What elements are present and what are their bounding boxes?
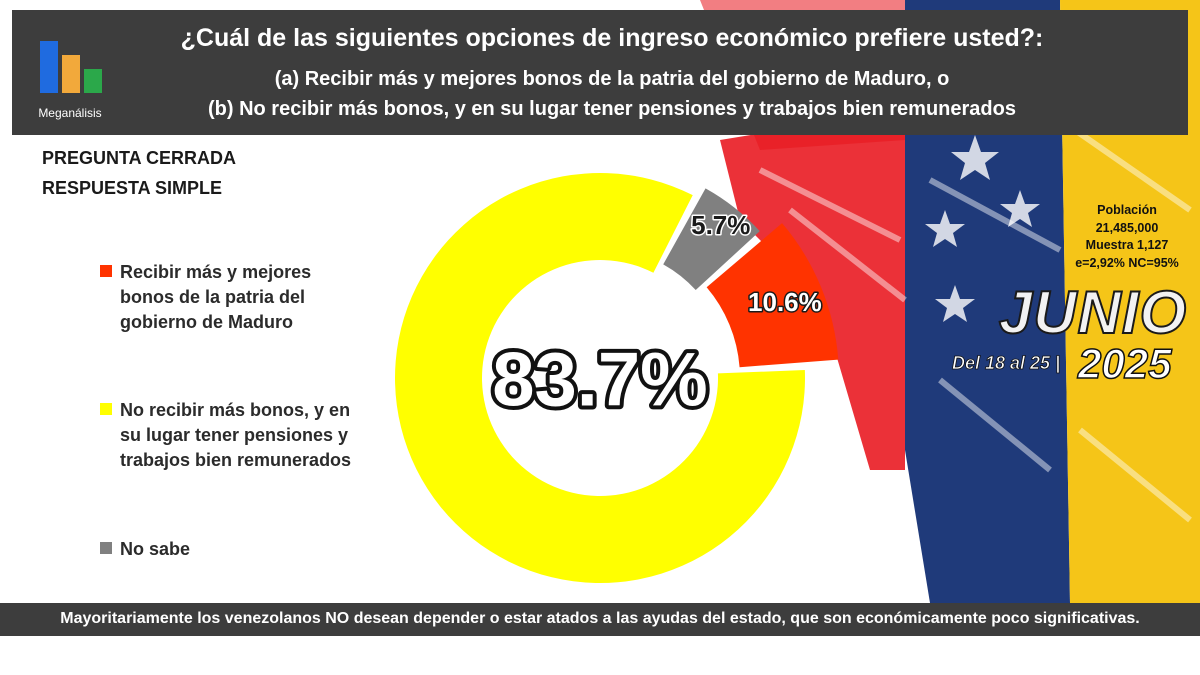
legend-swatch-gray: [100, 542, 112, 554]
header-banner: Meganálisis ¿Cuál de las siguientes opci…: [12, 10, 1188, 135]
population-value: 21,485,000: [1095, 220, 1159, 235]
slice-no-sabe: [663, 188, 760, 291]
legend-swatch-red: [100, 265, 112, 277]
question-type-closed: PREGUNTA CERRADA: [42, 148, 237, 168]
bar-chart-icon: [40, 33, 102, 93]
period-range: Del 18 al 25 |: [952, 353, 1061, 374]
period-year: 2025: [1077, 339, 1172, 388]
legend-label-no-sabe: No sabe: [120, 539, 191, 559]
meganalisis-logo: Meganálisis: [28, 28, 112, 123]
legend-item-pensiones: No recibir más bonos, y en su lugar tene…: [100, 398, 360, 473]
label-no-sabe: 5.7%: [691, 210, 750, 240]
slice-pensiones: [395, 172, 805, 583]
legend-swatch-yellow: [100, 403, 112, 415]
logo-text: Meganálisis: [38, 106, 102, 120]
population-label: Población: [1097, 203, 1157, 217]
legend-item-no-sabe: No sabe: [100, 537, 360, 562]
footer-banner: Mayoritariamente los venezolanos NO dese…: [0, 603, 1200, 636]
legend-item-bonos: Recibir más y mejores bonos de la patria…: [100, 260, 360, 335]
sample-size: Muestra 1,127: [1085, 238, 1169, 252]
option-b-text: (b) No recibir más bonos, y en su lugar …: [208, 98, 1016, 120]
label-pensiones: 83.7%: [492, 337, 708, 422]
option-a-text: (a) Recibir más y mejores bonos de la pa…: [274, 68, 950, 90]
question-type-simple: RESPUESTA SIMPLE: [42, 178, 223, 198]
legend-label-bonos: Recibir más y mejores bonos de la patria…: [120, 262, 312, 332]
period-month: JUNIO: [998, 278, 1188, 347]
legend-label-pensiones: No recibir más bonos, y en su lugar tene…: [120, 400, 352, 470]
slice-bonos: [706, 223, 839, 368]
footer-conclusion: Mayoritariamente los venezolanos NO dese…: [60, 610, 1140, 627]
question-title: ¿Cuál de las siguientes opciones de ingr…: [180, 24, 1044, 52]
survey-info: Población 21,485,000 Muestra 1,127 e=2,9…: [1058, 202, 1196, 272]
error-confidence: e=2,92% NC=95%: [1075, 255, 1179, 270]
label-bonos: 10.6%: [748, 287, 822, 317]
